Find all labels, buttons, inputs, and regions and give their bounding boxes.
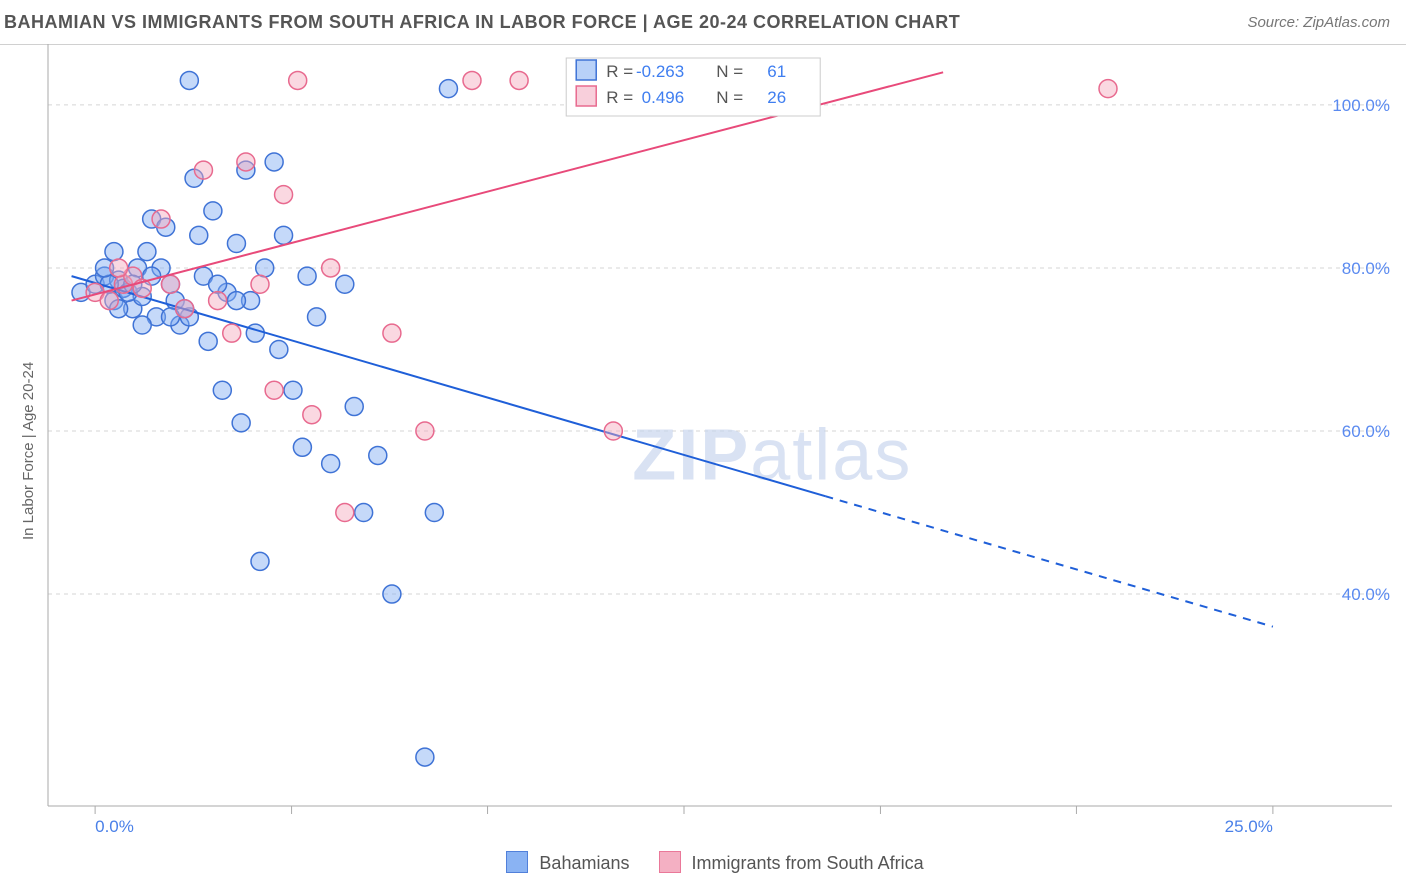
legend-label-bahamians: Bahamians bbox=[539, 853, 629, 873]
svg-text:N =: N = bbox=[716, 62, 743, 81]
legend-swatch-bahamians bbox=[506, 851, 528, 873]
source-label: Source: ZipAtlas.com bbox=[1247, 14, 1390, 31]
svg-text:61: 61 bbox=[767, 62, 786, 81]
svg-text:40.0%: 40.0% bbox=[1342, 585, 1390, 604]
bottom-legend: Bahamians Immigrants from South Africa bbox=[0, 851, 1406, 874]
svg-text:R =: R = bbox=[606, 88, 633, 107]
svg-text:25.0%: 25.0% bbox=[1225, 817, 1273, 836]
svg-text:R =: R = bbox=[606, 62, 633, 81]
svg-text:0.496: 0.496 bbox=[642, 88, 685, 107]
chart-title: BAHAMIAN VS IMMIGRANTS FROM SOUTH AFRICA… bbox=[4, 12, 960, 33]
legend-swatch-south-africa bbox=[659, 851, 681, 873]
svg-text:0.0%: 0.0% bbox=[95, 817, 134, 836]
legend-label-south-africa: Immigrants from South Africa bbox=[692, 853, 924, 873]
svg-text:-0.263: -0.263 bbox=[636, 62, 684, 81]
svg-text:100.0%: 100.0% bbox=[1332, 96, 1390, 115]
svg-text:N =: N = bbox=[716, 88, 743, 107]
svg-text:80.0%: 80.0% bbox=[1342, 259, 1390, 278]
svg-text:ZIPatlas: ZIPatlas bbox=[632, 416, 912, 496]
svg-text:26: 26 bbox=[767, 88, 786, 107]
svg-text:60.0%: 60.0% bbox=[1342, 422, 1390, 441]
chart-plot-area: 40.0% 60.0% 80.0% 100.0% 0.0% 25.0% ZIPatlas R … bbox=[10, 44, 1396, 836]
